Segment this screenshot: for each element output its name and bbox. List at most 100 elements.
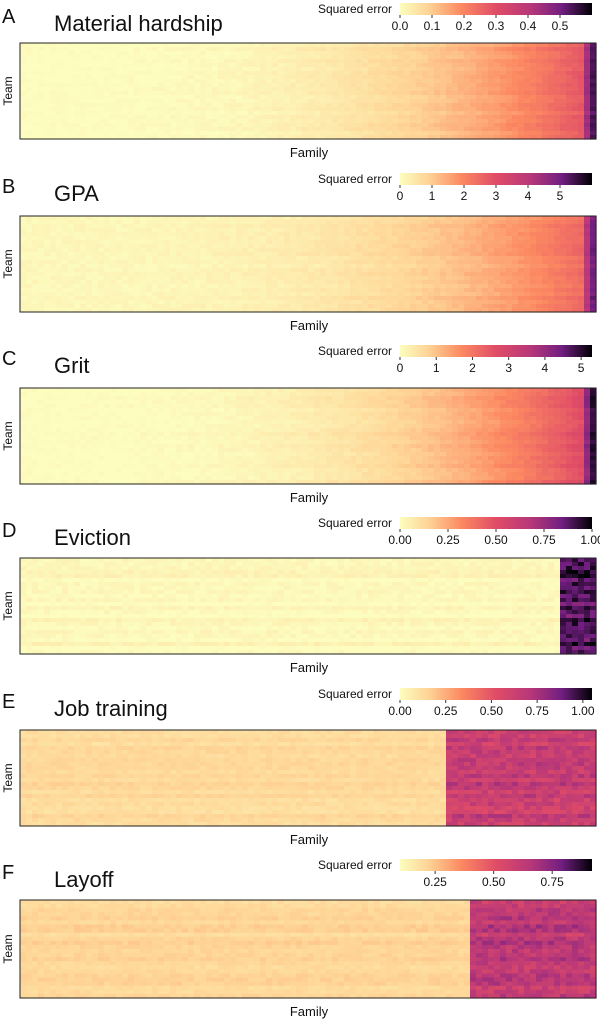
heatmap-cell bbox=[116, 75, 123, 80]
heatmap-cell bbox=[20, 292, 27, 297]
heatmap-cell bbox=[344, 131, 351, 136]
heatmap-cell bbox=[146, 388, 153, 393]
heatmap-cell bbox=[152, 276, 159, 281]
heatmap-cell bbox=[146, 228, 153, 233]
heatmap-cell bbox=[152, 75, 159, 80]
heatmap-cell bbox=[236, 59, 243, 64]
heatmap-cell bbox=[194, 288, 201, 293]
heatmap-cell bbox=[50, 216, 57, 221]
heatmap-cell bbox=[230, 396, 237, 401]
heatmap-cell bbox=[470, 292, 477, 297]
heatmap-cell bbox=[446, 268, 453, 273]
heatmap-cell bbox=[272, 400, 279, 405]
heatmap-cell bbox=[62, 388, 69, 393]
heatmap-cell bbox=[242, 288, 249, 293]
heatmap-cell bbox=[62, 268, 69, 273]
heatmap-cell bbox=[50, 276, 57, 281]
heatmap-cell bbox=[458, 91, 465, 96]
panel-letter: A bbox=[2, 6, 16, 28]
heatmap-cell bbox=[74, 224, 81, 229]
heatmap-cell bbox=[560, 95, 567, 100]
heatmap-cell bbox=[530, 228, 537, 233]
heatmap-cell bbox=[482, 87, 489, 92]
heatmap-cell bbox=[74, 296, 81, 301]
heatmap-cell bbox=[404, 256, 411, 261]
heatmap-cell bbox=[446, 111, 453, 116]
heatmap-cell bbox=[452, 59, 459, 64]
heatmap-cell bbox=[116, 228, 123, 233]
heatmap-cell bbox=[488, 71, 495, 76]
heatmap-cell bbox=[170, 248, 177, 253]
heatmap-cell bbox=[200, 304, 207, 309]
heatmap-cell bbox=[56, 99, 63, 104]
heatmap-cell bbox=[146, 99, 153, 104]
heatmap-cell bbox=[350, 296, 357, 301]
heatmap-cell bbox=[440, 244, 447, 249]
heatmap-cell bbox=[584, 83, 591, 88]
heatmap-cell bbox=[338, 308, 345, 313]
heatmap-cell bbox=[182, 252, 189, 257]
heatmap-cell bbox=[524, 260, 531, 265]
heatmap-cell bbox=[248, 95, 255, 100]
heatmap-cell bbox=[146, 268, 153, 273]
heatmap-cell bbox=[92, 232, 99, 237]
heatmap-cell bbox=[284, 280, 291, 285]
heatmap-cell bbox=[80, 272, 87, 277]
heatmap-cell bbox=[470, 55, 477, 60]
heatmap-cell bbox=[284, 107, 291, 112]
heatmap-cell bbox=[176, 304, 183, 309]
heatmap-cell bbox=[374, 276, 381, 281]
heatmap-cell bbox=[320, 55, 327, 60]
heatmap-cell bbox=[542, 131, 549, 136]
heatmap-cell bbox=[92, 228, 99, 233]
heatmap-cell bbox=[404, 396, 411, 401]
heatmap-cell bbox=[152, 83, 159, 88]
heatmap-cell bbox=[188, 220, 195, 225]
heatmap-cell bbox=[524, 220, 531, 225]
heatmap-cell bbox=[368, 67, 375, 72]
heatmap-cell bbox=[452, 111, 459, 116]
heatmap-cell bbox=[260, 91, 267, 96]
heatmap-cell bbox=[260, 288, 267, 293]
heatmap-cell bbox=[80, 264, 87, 269]
heatmap-cell bbox=[362, 220, 369, 225]
heatmap-cell bbox=[344, 268, 351, 273]
heatmap-cell bbox=[212, 256, 219, 261]
heatmap-cell bbox=[236, 107, 243, 112]
heatmap-cell bbox=[422, 83, 429, 88]
heatmap-cell bbox=[410, 75, 417, 80]
heatmap-cell bbox=[248, 135, 255, 140]
heatmap-cell bbox=[152, 59, 159, 64]
heatmap-cell bbox=[224, 119, 231, 124]
heatmap-cell bbox=[572, 216, 579, 221]
heatmap-cell bbox=[200, 63, 207, 68]
heatmap-cell bbox=[302, 260, 309, 265]
heatmap-cell bbox=[284, 79, 291, 84]
heatmap-cell bbox=[506, 107, 513, 112]
heatmap-cell bbox=[32, 288, 39, 293]
heatmap-cell bbox=[122, 224, 129, 229]
heatmap-cell bbox=[374, 256, 381, 261]
heatmap-cell bbox=[266, 99, 273, 104]
heatmap-cell bbox=[398, 115, 405, 120]
heatmap-cell bbox=[560, 276, 567, 281]
heatmap-cell bbox=[458, 107, 465, 112]
heatmap-cell bbox=[68, 304, 75, 309]
heatmap-cell bbox=[182, 75, 189, 80]
heatmap-cell bbox=[236, 135, 243, 140]
heatmap-cell bbox=[248, 388, 255, 393]
heatmap-cell bbox=[86, 216, 93, 221]
heatmap-cell bbox=[68, 240, 75, 245]
heatmap-cell bbox=[476, 248, 483, 253]
heatmap-cell bbox=[176, 284, 183, 289]
heatmap-cell bbox=[176, 43, 183, 48]
heatmap-cell bbox=[302, 396, 309, 401]
heatmap-cell bbox=[140, 59, 147, 64]
heatmap-cell bbox=[584, 55, 591, 60]
heatmap-cell bbox=[446, 388, 453, 393]
heatmap-cell bbox=[374, 119, 381, 124]
heatmap-cell bbox=[530, 79, 537, 84]
heatmap-cell bbox=[590, 284, 597, 289]
heatmap-cell bbox=[440, 103, 447, 108]
